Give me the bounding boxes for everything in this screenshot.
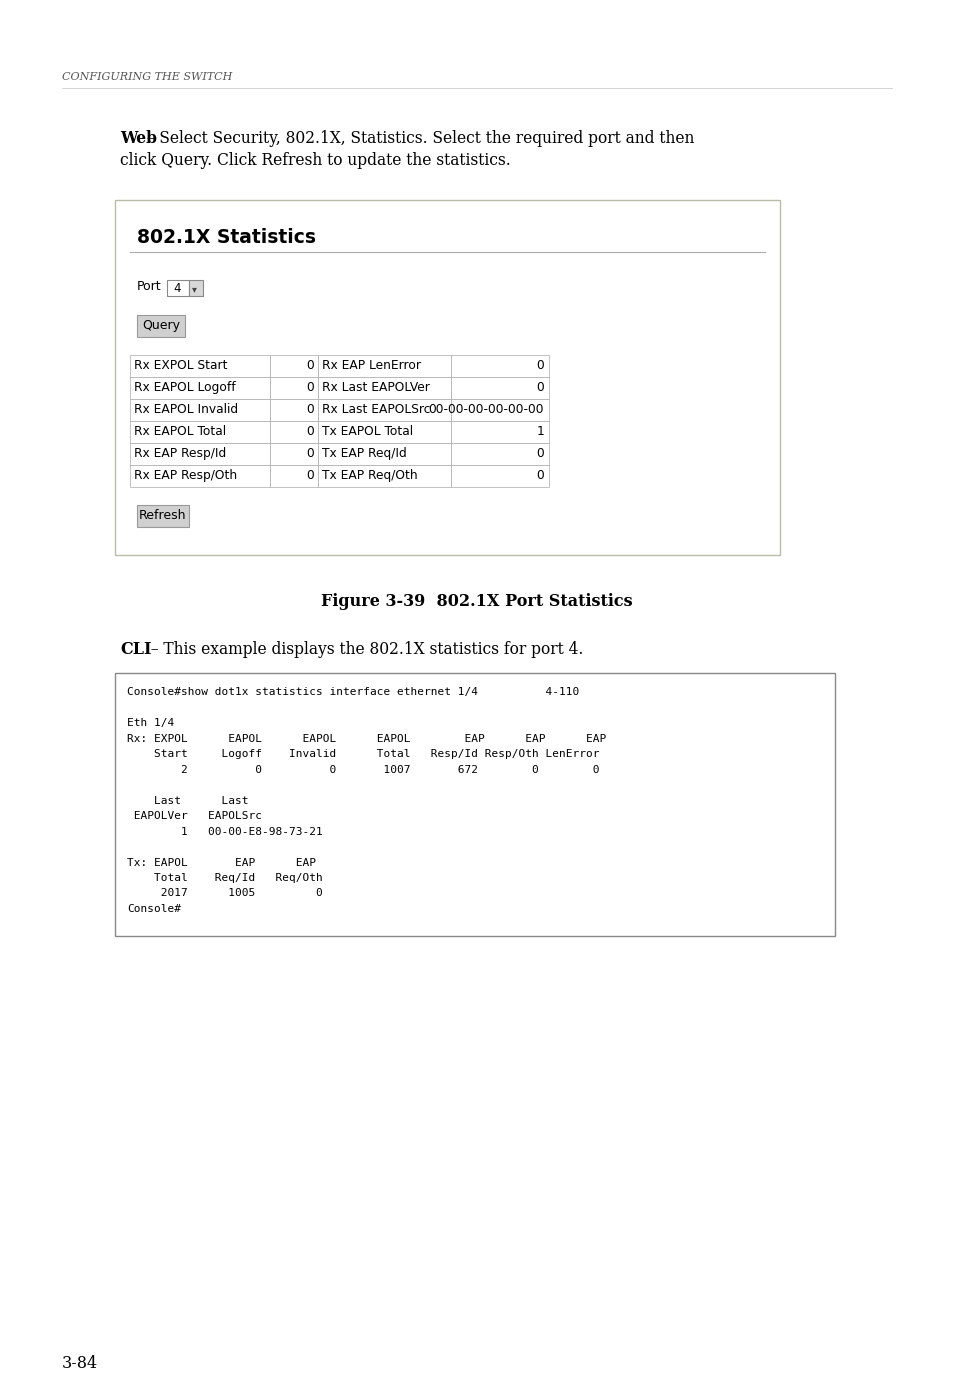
Text: CLI: CLI [120,641,152,658]
Text: Rx: EXPOL      EAPOL      EAPOL      EAPOL        EAP      EAP      EAP: Rx: EXPOL EAPOL EAPOL EAPOL EAP EAP EAP [127,733,605,744]
Bar [317,421,451,443]
Bar [270,465,317,487]
Text: – Select Security, 802.1X, Statistics. Select the required port and then: – Select Security, 802.1X, Statistics. S… [142,130,694,147]
Bar [451,465,548,487]
Bar [130,465,270,487]
Text: 0: 0 [536,469,543,482]
Bar [451,398,548,421]
Bar [130,378,270,398]
Bar [270,421,317,443]
Bar [451,421,548,443]
Text: 0: 0 [536,359,543,372]
Text: Rx EAP Resp/Id: Rx EAP Resp/Id [133,447,226,459]
Text: Console#show dot1x statistics interface ethernet 1/4          4-110: Console#show dot1x statistics interface … [127,687,578,697]
Text: 0: 0 [306,447,314,459]
Bar [270,443,317,465]
Bar [317,355,451,378]
Text: 802.1X Statistics: 802.1X Statistics [137,228,315,247]
Text: Rx EAPOL Invalid: Rx EAPOL Invalid [133,403,238,416]
Bar [317,443,451,465]
Text: 0: 0 [536,380,543,394]
Text: Rx Last EAPOLVer: Rx Last EAPOLVer [322,380,430,394]
Text: Refresh: Refresh [139,509,187,522]
Bar [167,280,189,296]
Text: 2          0          0       1007       672        0        0: 2 0 0 1007 672 0 0 [127,765,598,775]
Bar [270,355,317,378]
Text: 4: 4 [172,282,180,296]
Text: 0: 0 [306,359,314,372]
Bar [115,673,834,936]
Bar [451,443,548,465]
Text: 3-84: 3-84 [62,1355,98,1371]
Text: 1   00-00-E8-98-73-21: 1 00-00-E8-98-73-21 [127,826,322,837]
Bar [451,355,548,378]
Text: 00-00-00-00-00-00: 00-00-00-00-00-00 [428,403,543,416]
Text: ▾: ▾ [192,285,196,294]
Bar [270,378,317,398]
Text: Total    Req/Id   Req/Oth: Total Req/Id Req/Oth [127,873,322,883]
Text: Rx Last EAPOLSrc: Rx Last EAPOLSrc [322,403,430,416]
Text: 0: 0 [306,425,314,439]
Bar [317,465,451,487]
Bar [317,398,451,421]
Text: 0: 0 [536,447,543,459]
Bar [317,378,451,398]
Text: 0: 0 [306,380,314,394]
Text: Eth 1/4: Eth 1/4 [127,718,174,727]
Text: Last      Last: Last Last [127,795,248,805]
Text: 2017      1005         0: 2017 1005 0 [127,888,322,898]
Bar [270,398,317,421]
Text: Web: Web [120,130,157,147]
Text: click Query. Click Refresh to update the statistics.: click Query. Click Refresh to update the… [120,153,510,169]
Text: Tx EAP Req/Id: Tx EAP Req/Id [322,447,406,459]
Text: Rx EAPOL Logoff: Rx EAPOL Logoff [133,380,235,394]
Text: Figure 3-39  802.1X Port Statistics: Figure 3-39 802.1X Port Statistics [321,593,632,609]
Text: 0: 0 [306,469,314,482]
Text: Tx EAP Req/Oth: Tx EAP Req/Oth [322,469,417,482]
Text: Port: Port [137,280,161,293]
Bar [130,443,270,465]
Text: – This example displays the 802.1X statistics for port 4.: – This example displays the 802.1X stati… [146,641,583,658]
Text: Start     Logoff    Invalid      Total   Resp/Id Resp/Oth LenError: Start Logoff Invalid Total Resp/Id Resp/… [127,750,598,759]
Bar [137,505,189,527]
Text: Rx EXPOL Start: Rx EXPOL Start [133,359,227,372]
Text: Rx EAP LenError: Rx EAP LenError [322,359,420,372]
Bar [130,398,270,421]
Text: 0: 0 [306,403,314,416]
Text: Tx EAPOL Total: Tx EAPOL Total [322,425,413,439]
Bar [189,280,203,296]
Bar [130,421,270,443]
Text: Console#: Console# [127,904,181,915]
Text: Tx: EAPOL       EAP      EAP: Tx: EAPOL EAP EAP [127,858,315,868]
Bar [137,315,185,337]
Text: Rx EAP Resp/Oth: Rx EAP Resp/Oth [133,469,237,482]
Text: Rx EAPOL Total: Rx EAPOL Total [133,425,226,439]
Text: EAPOLVer   EAPOLSrc: EAPOLVer EAPOLSrc [127,811,262,820]
Text: CONFIGURING THE SWITCH: CONFIGURING THE SWITCH [62,72,233,82]
Bar [130,355,270,378]
Bar [115,200,780,555]
Bar [451,378,548,398]
Text: 1: 1 [536,425,543,439]
Text: Query: Query [142,319,180,332]
